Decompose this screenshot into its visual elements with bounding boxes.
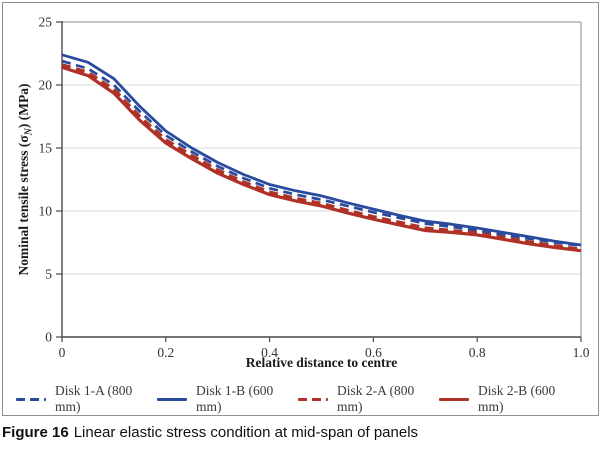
x-tick-label: 1.0 xyxy=(573,345,590,360)
series-line-disk-1-a-800-mm- xyxy=(61,59,582,248)
figure-caption-text: Linear elastic stress condition at mid-s… xyxy=(73,424,419,441)
y-axis-title-prefix: Nominal tensile stress (σ xyxy=(16,135,31,276)
x-tick-label: 0.6 xyxy=(365,345,382,360)
stress-chart-canvas: 0 5 10 15 20 25 0 0.2 0.4 0.6 0.8 1.0 xyxy=(39,15,590,361)
legend-marker-dashed-blue-icon xyxy=(16,397,46,401)
series-line-disk-2-a-800-mm- xyxy=(61,63,582,252)
y-axis-title-subscript: N xyxy=(23,128,35,136)
legend-label: Disk 2-B (600 mm) xyxy=(478,383,556,414)
x-axis-title: Relative distance to centre xyxy=(245,355,398,370)
y-tick-label: 5 xyxy=(45,267,52,282)
figure-caption-number: Figure 16 xyxy=(2,424,69,441)
y-axis-title: Nominal tensile stress (σN) (MPa) xyxy=(13,22,35,337)
legend-item-disk-2a: Disk 2-A (800 mm) xyxy=(298,383,439,415)
legend-item-disk-1b: Disk 1-B (600 mm) xyxy=(157,383,298,415)
legend-label: Disk 1-A (800 mm) xyxy=(55,383,133,414)
series-line-disk-1-b-600-mm- xyxy=(61,53,582,247)
legend-label: Disk 2-A (800 mm) xyxy=(337,383,415,414)
y-tick-label: 25 xyxy=(39,15,53,30)
y-tick-label: 15 xyxy=(39,141,53,156)
figure-caption: Figure 16 Linear elastic stress condition… xyxy=(2,424,418,441)
y-tick-label: 20 xyxy=(39,78,53,93)
legend-marker-dashed-red-icon xyxy=(298,397,328,401)
legend-marker-solid-red-icon xyxy=(439,397,469,401)
x-tick-label: 0.2 xyxy=(157,345,174,360)
y-axis-title-suffix: ) (MPa) xyxy=(16,83,31,129)
x-tick-label: 0.4 xyxy=(261,345,278,360)
legend-marker-solid-blue-icon xyxy=(157,397,187,401)
y-tick-label: 10 xyxy=(39,204,53,219)
legend-item-disk-1a: Disk 1-A (800 mm) xyxy=(16,383,157,415)
legend-item-disk-2b: Disk 2-B (600 mm) xyxy=(439,383,580,415)
legend-label: Disk 1-B (600 mm) xyxy=(196,383,274,414)
series-line-disk-2-b-600-mm- xyxy=(61,65,582,253)
legend: Disk 1-A (800 mm) Disk 1-B (600 mm) Disk… xyxy=(3,383,598,415)
x-tick-label: 0 xyxy=(59,345,66,360)
figure-panel: 0 5 10 15 20 25 0 0.2 0.4 0.6 0.8 1.0 Nominal tensi… xyxy=(2,2,599,416)
x-tick-label: 0.8 xyxy=(469,345,486,360)
y-tick-label: 0 xyxy=(45,330,52,345)
